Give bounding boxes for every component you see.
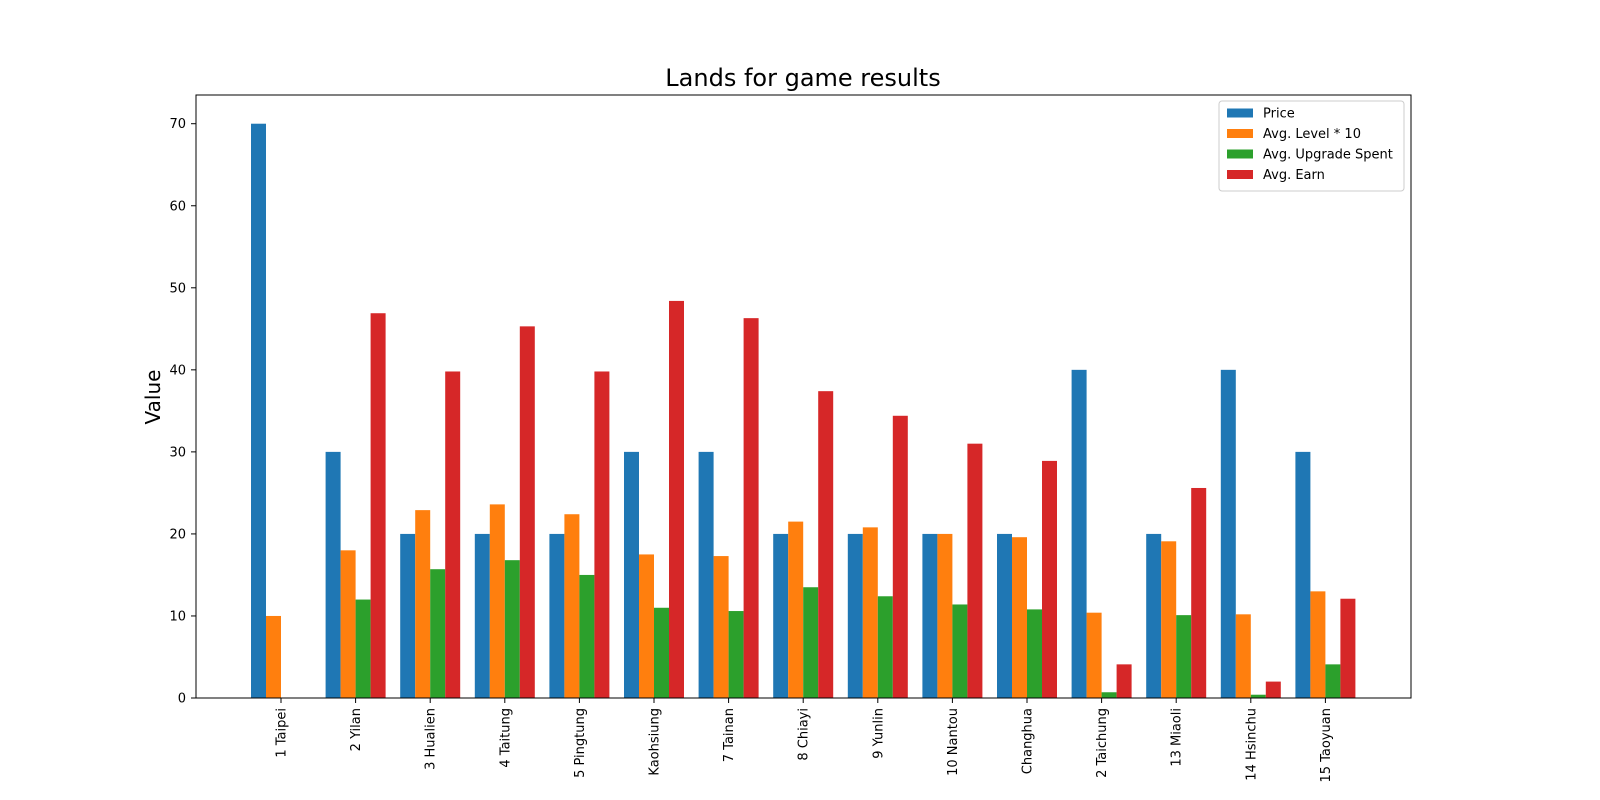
x-tick-label: 4 Taitung: [498, 708, 513, 768]
bar: [251, 123, 266, 698]
y-tick-label: 60: [169, 199, 186, 214]
x-tick-label: 7 Tainan: [722, 708, 737, 762]
y-axis: 0 10 20 30 40 50 60 70: [169, 117, 196, 707]
plot-frame: [195, 94, 1412, 699]
bar: [1027, 609, 1042, 698]
x-tick-label: Changhua: [1021, 708, 1036, 774]
y-tick-label: 40: [169, 363, 186, 378]
bar: [504, 560, 520, 698]
bar: [1265, 681, 1281, 698]
bar: [445, 371, 461, 698]
bar: [1310, 591, 1326, 698]
bar: [1176, 615, 1192, 698]
legend-swatch: [1227, 129, 1253, 138]
y-axis-label: Value: [141, 370, 165, 425]
bar: [1295, 451, 1311, 698]
bar: [579, 574, 595, 698]
bar: [1071, 369, 1087, 698]
x-tick-label: 1 Taipei: [275, 708, 290, 758]
bar: [594, 371, 610, 698]
legend-label: Avg. Earn: [1263, 168, 1325, 183]
x-tick-label: 10 Nantou: [946, 708, 961, 776]
legend: Price Avg. Level * 10 Avg. Upgrade Spent Av…: [1218, 100, 1405, 192]
chart-title: Lands for game results: [665, 64, 940, 92]
bar: [549, 533, 565, 698]
y-tick-label: 0: [178, 692, 186, 707]
x-tick-label: 13 Miaoli: [1170, 708, 1185, 767]
bar: [862, 527, 878, 698]
bar: [669, 300, 684, 698]
x-tick-label: 3 Hualien: [424, 708, 439, 770]
bar: [1086, 612, 1102, 698]
bar: [847, 533, 863, 698]
bar: [355, 599, 371, 698]
bar: [773, 533, 789, 698]
x-tick-label: 14 Hsinchu: [1244, 708, 1259, 781]
bar: [728, 611, 744, 698]
bar: [1191, 487, 1207, 698]
bar: [474, 533, 490, 698]
bar: [1012, 537, 1027, 698]
bar: [430, 569, 446, 698]
bar: [967, 443, 983, 698]
bar: [1146, 533, 1162, 698]
x-tick-label: 2 Yilan: [349, 708, 364, 751]
bar: [698, 451, 714, 698]
bar: [325, 451, 341, 698]
x-tick-label: 8 Chiayi: [797, 708, 812, 761]
bar: [1042, 460, 1057, 698]
bar: [370, 313, 386, 698]
bar: [624, 451, 639, 698]
bar: [1250, 694, 1266, 698]
x-tick-label: 5 Pingtung: [573, 708, 588, 778]
bar: [818, 391, 834, 698]
bars-layer: [251, 123, 1356, 698]
y-tick-label: 70: [169, 117, 186, 132]
bar: [400, 533, 416, 698]
bar: [788, 521, 804, 698]
bar: [1116, 664, 1132, 698]
x-axis: 1 Taipei 2 Yilan 3 Hualien 4 Taitung 5 Pingt…: [275, 698, 1334, 783]
bar: [1235, 614, 1251, 698]
x-tick-label: 9 Yunlin: [871, 708, 886, 759]
x-tick-label: 2 Taichung: [1095, 708, 1110, 778]
x-tick-label: Kaohsiung: [648, 708, 663, 776]
bar: [654, 607, 669, 698]
bar: [519, 326, 535, 698]
bar: [639, 554, 654, 698]
bar: [922, 533, 938, 698]
bar: [1220, 369, 1236, 698]
bar: [340, 550, 356, 698]
bar: [877, 596, 893, 698]
y-tick-label: 10: [169, 609, 186, 624]
legend-label: Avg. Upgrade Spent: [1263, 148, 1393, 163]
bar: [489, 504, 505, 698]
bar: [1161, 541, 1177, 698]
legend-label: Avg. Level * 10: [1263, 127, 1361, 142]
bar: [937, 533, 953, 698]
legend-swatch: [1227, 149, 1253, 159]
bar: [952, 604, 968, 698]
bar: [803, 587, 819, 698]
bar: [892, 415, 908, 698]
y-tick-label: 30: [169, 445, 186, 460]
bar: [743, 318, 759, 698]
bar: [266, 615, 281, 698]
legend-swatch: [1227, 170, 1253, 179]
legend-label: Price: [1263, 107, 1295, 122]
x-tick-label: 15 Taoyuan: [1319, 708, 1334, 783]
y-tick-label: 50: [169, 281, 186, 296]
bar: [997, 533, 1012, 698]
bar: [1101, 692, 1117, 698]
bar: [1325, 664, 1341, 698]
y-tick-label: 20: [169, 527, 186, 542]
bar: [415, 510, 431, 698]
bar: [564, 514, 580, 698]
bar: [713, 556, 729, 698]
legend-frame: [1218, 100, 1405, 192]
legend-swatch: [1227, 108, 1253, 118]
bar: [1340, 598, 1356, 698]
